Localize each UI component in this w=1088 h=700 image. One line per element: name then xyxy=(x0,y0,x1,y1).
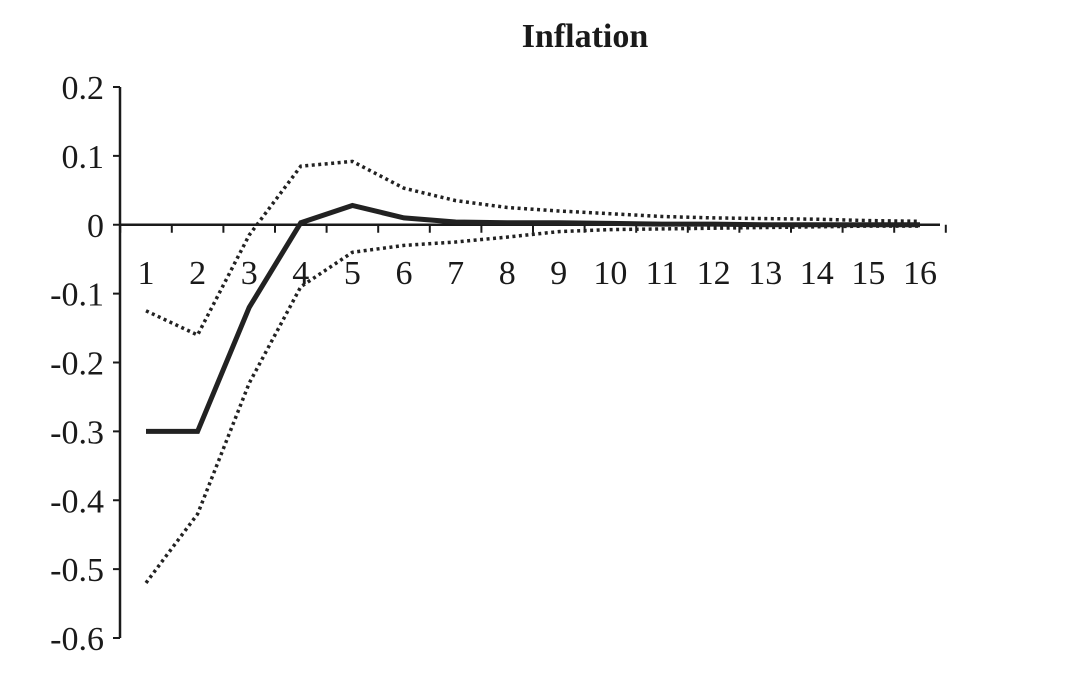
x-tick-label: 4 xyxy=(292,255,309,292)
x-tick-label: 3 xyxy=(241,255,258,292)
x-tick-label: 13 xyxy=(748,255,782,292)
y-tick-label: -0.2 xyxy=(50,346,104,383)
x-tick-label: 11 xyxy=(646,255,679,292)
y-tick-label: -0.4 xyxy=(50,483,104,520)
upper-bound-line xyxy=(145,159,921,338)
y-tick-label: -0.3 xyxy=(50,414,104,451)
y-tick-label: -0.5 xyxy=(50,552,104,589)
y-tick-label: 0.2 xyxy=(62,70,105,107)
x-tick-label: 6 xyxy=(396,255,413,292)
x-tick-label: 15 xyxy=(851,255,885,292)
x-tick-label: 10 xyxy=(593,255,627,292)
x-tick-label: 2 xyxy=(189,255,206,292)
y-tick-label: -0.1 xyxy=(50,277,104,314)
chart-title: Inflation xyxy=(522,18,649,55)
x-tick-label: 14 xyxy=(800,255,834,292)
plot-series xyxy=(144,159,921,584)
x-tick-label: 1 xyxy=(138,255,155,292)
lower-bound-line xyxy=(144,224,920,584)
x-tick-label: 12 xyxy=(697,255,731,292)
x-tick-label: 7 xyxy=(447,255,464,292)
x-tick-label: 16 xyxy=(903,255,937,292)
x-tick-label: 5 xyxy=(344,255,361,292)
response-line xyxy=(146,202,920,434)
y-tick-label: 0 xyxy=(87,208,104,245)
x-tick-label: 9 xyxy=(550,255,567,292)
x-tick-label: 8 xyxy=(499,255,516,292)
y-axis: 0.2 0.1 0 -0.1 -0.2 -0.3 -0.4 -0.5 -0.6 xyxy=(50,70,122,658)
y-tick-label: 0.1 xyxy=(62,139,105,176)
y-tick-label: -0.6 xyxy=(50,621,104,658)
